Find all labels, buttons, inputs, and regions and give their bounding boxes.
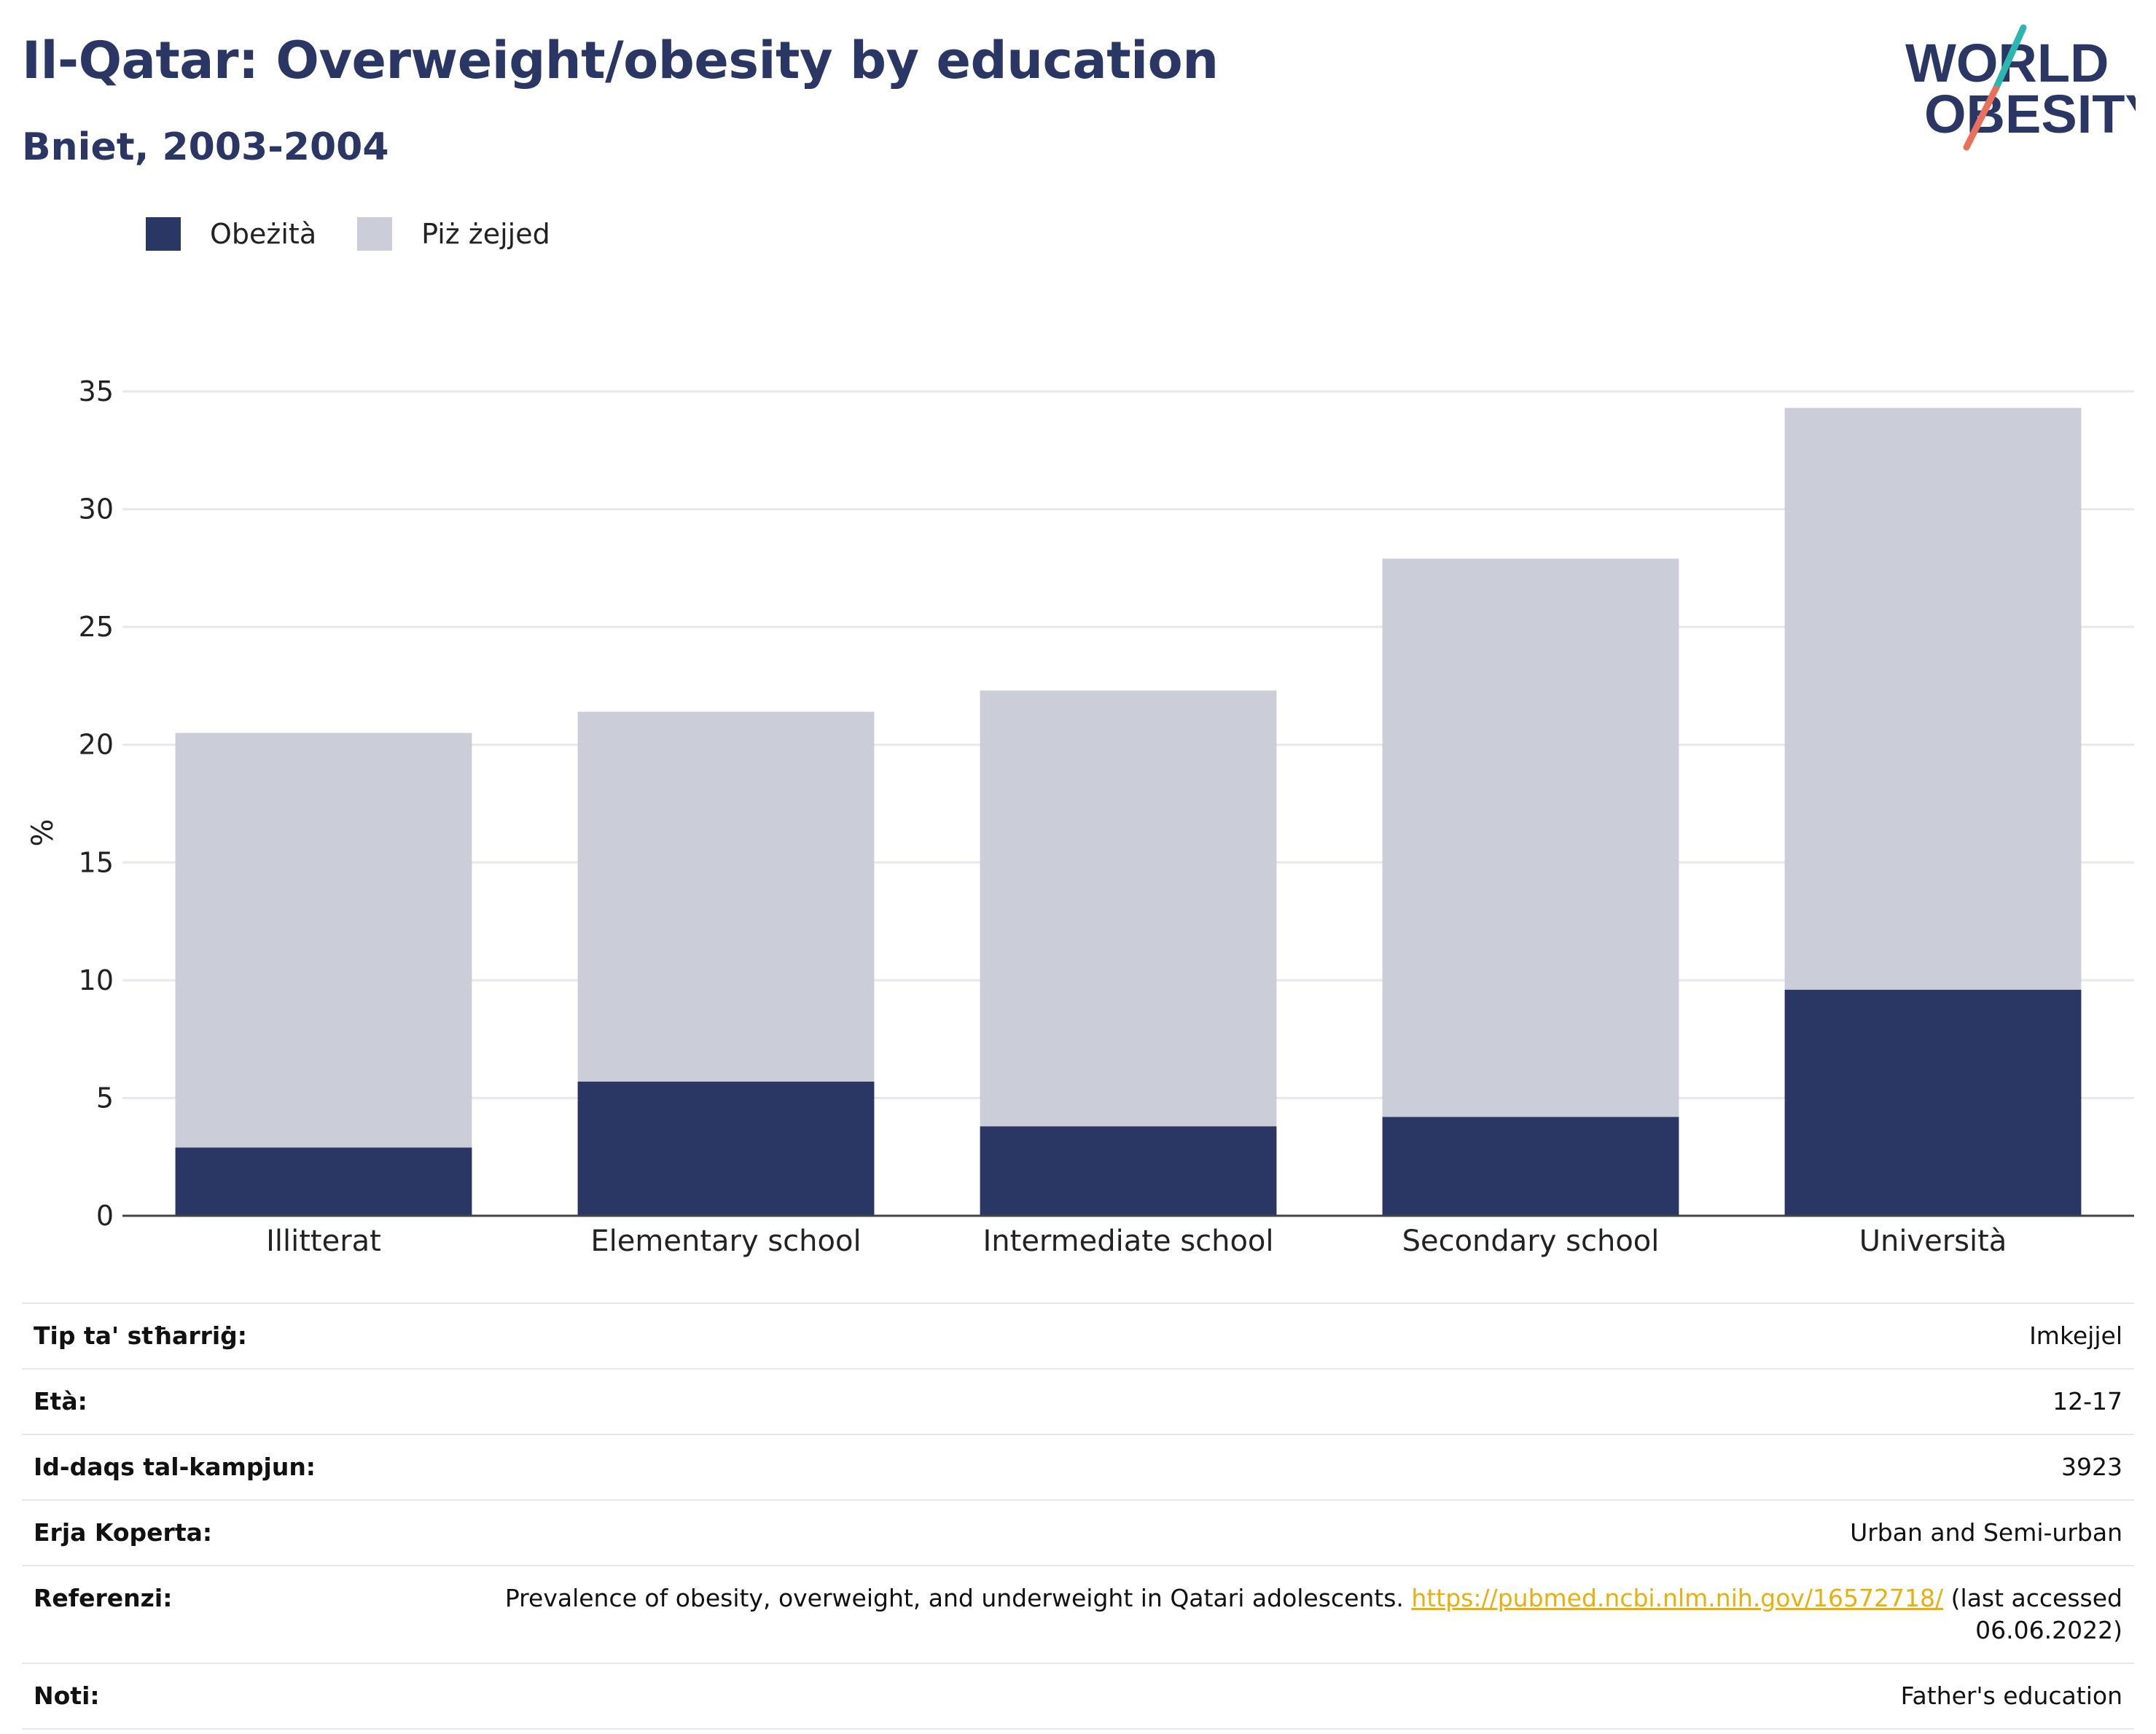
- info-row-survey-type: Tip ta' stħarriġ: Imkejjel: [22, 1303, 2134, 1369]
- info-row-area: Erja Koperta: Urban and Semi-urban: [22, 1499, 2134, 1566]
- reference-accessed: (last accessed: [1950, 1584, 2122, 1612]
- bar-obese: [1784, 989, 2082, 1216]
- bar-overweight: [577, 711, 875, 1082]
- y-tick-label: 35: [79, 375, 114, 407]
- y-tick-label: 0: [96, 1200, 114, 1232]
- reference-link[interactable]: https://pubmed.ncbi.nlm.nih.gov/16572718…: [1411, 1584, 1944, 1612]
- info-row-age: Età: 12-17: [22, 1368, 2134, 1434]
- x-tick-label: Elementary school: [590, 1225, 861, 1258]
- survey-info-table: Tip ta' stħarriġ: Imkejjel Età: 12-17 Id…: [22, 1303, 2134, 1730]
- info-value: Urban and Semi-urban: [483, 1499, 2134, 1566]
- legend-item-obese[interactable]: Obeżità: [146, 217, 316, 251]
- info-label: Età:: [22, 1368, 483, 1434]
- info-label: Referenzi:: [22, 1565, 483, 1663]
- chart-title: Il-Qatar: Overweight/obesity by educatio…: [22, 31, 1219, 90]
- x-tick-label: Intermediate school: [983, 1225, 1273, 1258]
- y-tick-label: 10: [79, 964, 114, 996]
- legend-label-overweight: Piż żejjed: [421, 218, 550, 250]
- bar-overweight: [1784, 407, 2082, 990]
- info-value-references: Prevalence of obesity, overweight, and u…: [483, 1565, 2134, 1663]
- y-tick-label: 30: [79, 493, 114, 526]
- chart-legend: Obeżità Piż żejjed: [146, 217, 591, 251]
- y-tick-label: 20: [79, 729, 114, 761]
- world-obesity-logo: WORLD OBESITY: [1905, 24, 2136, 151]
- info-value: Father's education: [483, 1663, 2134, 1730]
- info-label: Erja Koperta:: [22, 1499, 483, 1566]
- bar-obese: [980, 1126, 1277, 1216]
- x-tick-label: Secondary school: [1402, 1225, 1660, 1258]
- bar-obese: [577, 1081, 875, 1216]
- info-row-references: Referenzi: Prevalence of obesity, overwe…: [22, 1565, 2134, 1663]
- logo-slash-coral: [1963, 85, 1999, 151]
- y-axis-label: %: [26, 819, 60, 846]
- x-tick-label: Illitterat: [266, 1225, 381, 1258]
- bar-obese: [1382, 1117, 1679, 1216]
- legend-swatch-overweight: [357, 217, 393, 251]
- info-row-notes: Noti: Father's education: [22, 1663, 2134, 1730]
- bar-overweight: [175, 733, 472, 1148]
- info-label: Tip ta' stħarriġ:: [22, 1303, 483, 1369]
- legend-label-obese: Obeżità: [210, 218, 317, 250]
- info-value: Imkejjel: [483, 1303, 2134, 1369]
- logo-slash-teal: [1992, 24, 2027, 93]
- info-value: 12-17: [483, 1368, 2134, 1434]
- y-tick-label: 25: [79, 611, 114, 643]
- chart-subtitle: Bniet, 2003-2004: [22, 125, 389, 169]
- info-value: 3923: [483, 1434, 2134, 1500]
- legend-swatch-obese: [146, 217, 181, 251]
- logo-word-2: OBESITY: [1924, 84, 2136, 144]
- reference-text: Prevalence of obesity, overweight, and u…: [504, 1584, 1404, 1612]
- bar-overweight: [1382, 558, 1679, 1117]
- info-label: Noti:: [22, 1663, 483, 1730]
- legend-item-overweight[interactable]: Piż żejjed: [357, 217, 550, 251]
- info-label: Id-daqs tal-kampjun:: [22, 1434, 483, 1500]
- bar-obese: [175, 1147, 472, 1216]
- y-tick-label: 15: [79, 846, 114, 878]
- info-row-sample-size: Id-daqs tal-kampjun: 3923: [22, 1434, 2134, 1500]
- stacked-bar-chart: 0 5 10 15 20 25 30 35% Illitterat Elementary scho…: [26, 375, 2134, 1258]
- reference-accessed-date: 06.06.2022): [1975, 1616, 2122, 1644]
- y-tick-label: 5: [96, 1082, 114, 1114]
- x-tick-label: Università: [1859, 1225, 2007, 1258]
- bar-overweight: [980, 690, 1277, 1127]
